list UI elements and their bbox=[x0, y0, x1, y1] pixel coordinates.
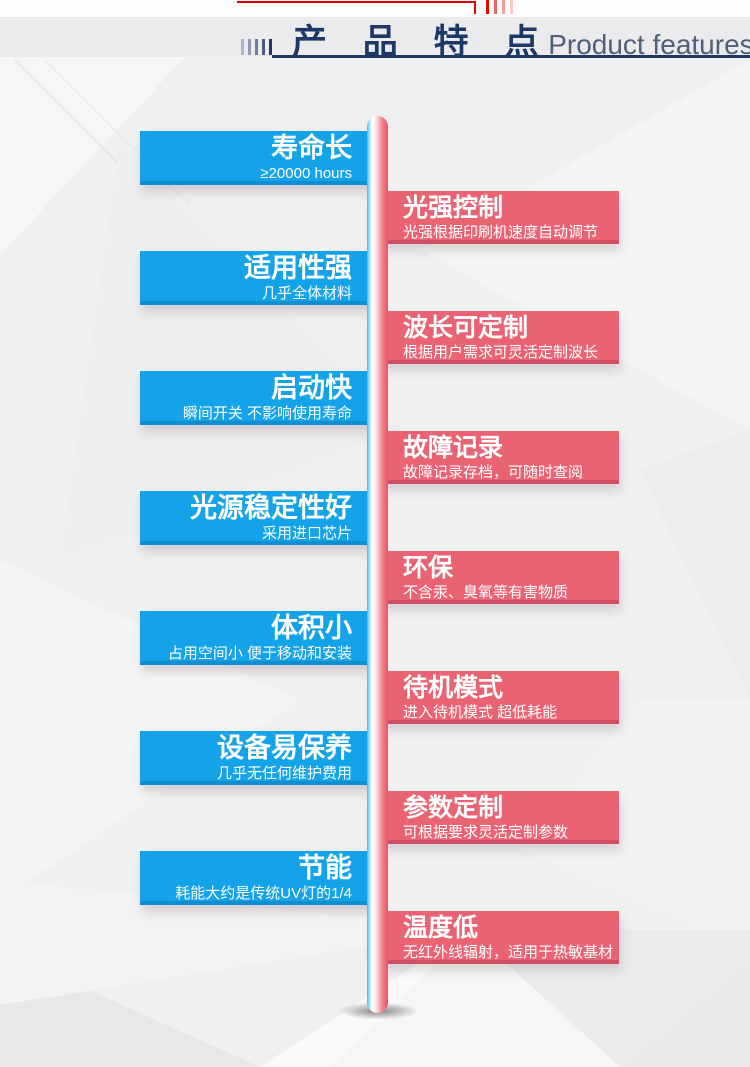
feature-title: 光强控制 bbox=[403, 194, 504, 222]
feature-card-easy-maintenance: 设备易保养 几乎无任何维护费用 bbox=[140, 731, 376, 785]
feature-card-custom-wavelength: 波长可定制 根据用户需求可灵活定制波长 bbox=[370, 311, 619, 364]
page-title-english: Product features bbox=[548, 29, 750, 60]
feature-title: 节能 bbox=[298, 853, 352, 883]
feature-subtitle: ≥20000 hours bbox=[260, 165, 352, 182]
feature-subtitle: 故障记录存档，可随时查阅 bbox=[403, 464, 584, 481]
feature-card-small-size: 体积小 占用空间小 便于移动和安装 bbox=[140, 611, 376, 665]
feature-card-low-temperature: 温度低 无红外线辐射，适用于热敏基材 bbox=[370, 911, 619, 964]
feature-card-eco-friendly: 环保 不含汞、臭氧等有害物质 bbox=[370, 551, 619, 604]
feature-card-fault-log: 故障记录 故障记录存档，可随时查阅 bbox=[370, 431, 619, 484]
feature-subtitle: 采用进口芯片 bbox=[261, 525, 352, 542]
feature-card-standby-mode: 待机模式 进入待机模式 超低耗能 bbox=[370, 671, 619, 724]
page-title-chinese: 产 品 特 点 bbox=[292, 23, 553, 62]
feature-card-custom-parameters: 参数定制 可根据要求灵活定制参数 bbox=[370, 791, 619, 844]
feature-title: 启动快 bbox=[271, 373, 352, 403]
feature-subtitle: 几乎无任何维护费用 bbox=[216, 765, 352, 782]
feature-subtitle: 根据用户需求可灵活定制波长 bbox=[403, 344, 599, 361]
feature-title: 寿命长 bbox=[271, 133, 352, 163]
timeline-bar bbox=[367, 116, 388, 1013]
feature-title: 环保 bbox=[403, 554, 454, 582]
feature-card-stability: 光源稳定性好 采用进口芯片 bbox=[140, 491, 376, 545]
header-underline bbox=[272, 55, 750, 58]
feature-title: 体积小 bbox=[271, 613, 352, 643]
feature-title: 温度低 bbox=[403, 914, 479, 942]
page-title: 产 品 特 点 Product features bbox=[292, 14, 750, 65]
feature-subtitle: 几乎全体材料 bbox=[261, 285, 352, 302]
red-accent-line bbox=[237, 1, 476, 3]
feature-title: 光源稳定性好 bbox=[190, 493, 352, 523]
feature-card-lifespan: 寿命长 ≥20000 hours bbox=[140, 131, 376, 185]
feature-card-intensity-control: 光强控制 光强根据印刷机速度自动调节 bbox=[370, 191, 619, 244]
feature-subtitle: 进入待机模式 超低耗能 bbox=[403, 704, 558, 721]
feature-title: 参数定制 bbox=[403, 794, 504, 822]
blue-tick-marks bbox=[241, 39, 272, 55]
feature-subtitle: 耗能大约是传统UV灯的1/4 bbox=[175, 885, 352, 902]
feature-subtitle: 瞬间开关 不影响使用寿命 bbox=[182, 405, 352, 422]
feature-subtitle: 不含汞、臭氧等有害物质 bbox=[403, 584, 569, 601]
feature-card-fast-start: 启动快 瞬间开关 不影响使用寿命 bbox=[140, 371, 376, 425]
red-tick-marks bbox=[486, 0, 513, 14]
red-accent-corner bbox=[474, 1, 476, 14]
feature-title: 故障记录 bbox=[403, 434, 504, 462]
feature-subtitle: 可根据要求灵活定制参数 bbox=[403, 824, 569, 841]
feature-title: 波长可定制 bbox=[403, 314, 529, 342]
feature-card-energy-saving: 节能 耗能大约是传统UV灯的1/4 bbox=[140, 851, 376, 905]
feature-subtitle: 无红外线辐射，适用于热敏基材 bbox=[403, 944, 614, 961]
feature-title: 适用性强 bbox=[244, 253, 352, 283]
feature-title: 设备易保养 bbox=[217, 733, 352, 763]
feature-subtitle: 占用空间小 便于移动和安装 bbox=[167, 645, 352, 662]
feature-subtitle: 光强根据印刷机速度自动调节 bbox=[403, 224, 599, 241]
feature-card-applicability: 适用性强 几乎全体材料 bbox=[140, 251, 376, 305]
feature-title: 待机模式 bbox=[403, 674, 504, 702]
